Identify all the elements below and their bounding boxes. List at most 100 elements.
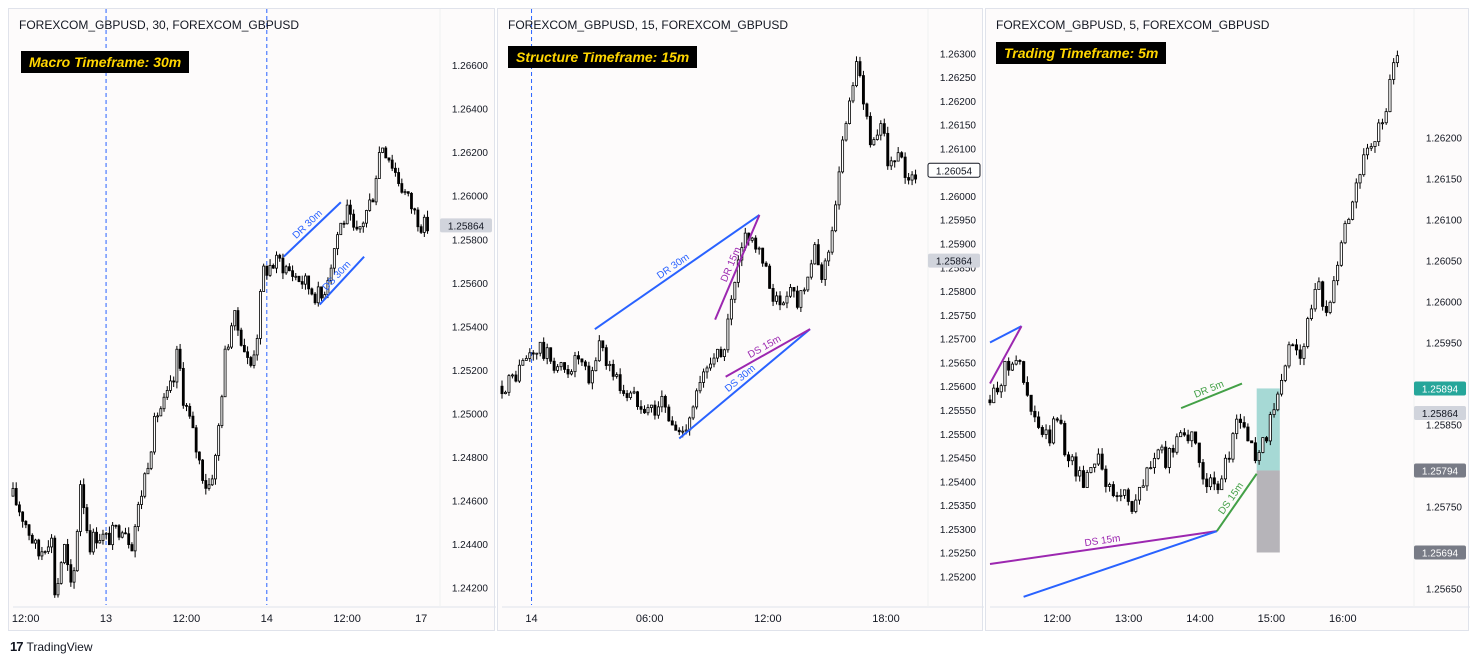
candle-body — [1287, 344, 1291, 367]
candle-body — [40, 551, 44, 557]
candle-body — [249, 357, 253, 366]
tradingview-brand[interactable]: 17 TradingView — [10, 639, 93, 654]
candle-body — [95, 531, 98, 544]
candle-body — [806, 276, 810, 291]
candle-body — [275, 254, 278, 269]
y-tick-label: 1.25850 — [940, 263, 977, 274]
candle-body — [1137, 486, 1142, 501]
candle-body — [397, 172, 401, 184]
candle-body — [117, 525, 121, 538]
candle-body — [1063, 423, 1067, 456]
candle-body — [336, 234, 339, 250]
candle-body — [91, 531, 95, 553]
candle-body — [1377, 122, 1381, 143]
candle-body — [265, 265, 269, 276]
candle-body — [1272, 409, 1276, 415]
candle-body — [837, 171, 841, 206]
candle-body — [310, 288, 314, 295]
candle-body — [191, 415, 195, 429]
candle-body — [1111, 484, 1115, 497]
candle-body — [188, 405, 192, 417]
candle-body — [879, 123, 883, 136]
candle-body — [390, 159, 394, 169]
candle-body — [556, 366, 560, 371]
y-tick-label: 1.26100 — [1426, 215, 1463, 226]
candle-body — [893, 160, 897, 163]
candle-body — [1294, 344, 1299, 351]
candle-body — [1276, 393, 1280, 411]
candle-body — [834, 204, 838, 232]
candle-body — [1257, 452, 1261, 461]
candle-body — [1216, 483, 1220, 491]
candle-body — [583, 361, 587, 367]
candle-body — [535, 352, 539, 355]
candle-body — [1175, 436, 1179, 453]
candle-body — [230, 325, 233, 348]
candle-body — [1321, 281, 1325, 307]
candle-body — [236, 310, 240, 331]
candle-body — [868, 115, 872, 146]
chart-panel-15m[interactable]: 1.26300 1.26250 1.26200 1.26150 1.26100 1.260… — [497, 8, 984, 632]
annotation-line-blue — [1023, 530, 1218, 598]
candle-body — [722, 349, 726, 357]
candle-body — [1235, 418, 1239, 435]
y-tick-label: 1.25400 — [452, 322, 489, 333]
chart-panel-5m[interactable]: 1.26200 1.26150 1.26100 1.26050 1.26000 1.259… — [985, 8, 1470, 632]
candle-body — [413, 208, 417, 211]
candle-body — [159, 408, 163, 417]
chart-panel-30m[interactable]: 1.26600 1.26400 1.26200 1.26000 1.25800 1.256… — [8, 8, 496, 632]
candle-body — [111, 524, 115, 546]
candle-body — [549, 347, 553, 362]
candle-body — [663, 395, 667, 408]
candle-body — [629, 392, 633, 398]
annotation-line-purple — [989, 530, 1217, 565]
candle-body — [239, 329, 243, 346]
candle-body — [1306, 318, 1310, 347]
candle-body — [233, 310, 237, 327]
candlestick-chart-15m[interactable]: 1.26300 1.26250 1.26200 1.26150 1.26100 1.260… — [498, 9, 984, 632]
y-tick-label: 1.25950 — [940, 216, 977, 227]
candle-body — [995, 387, 1000, 393]
candle-body — [156, 415, 160, 418]
candlestick-chart-5m[interactable]: 1.26200 1.26150 1.26100 1.26050 1.26000 1.259… — [986, 9, 1470, 632]
y-tick-label: 1.25650 — [940, 358, 977, 369]
y-tick-label: 1.25500 — [940, 430, 977, 441]
y-tick-label: 1.26300 — [940, 49, 977, 60]
candle-body — [1212, 477, 1216, 485]
candle-body — [146, 467, 150, 475]
price-label: 1.25864 — [936, 257, 973, 268]
candle-body — [1336, 264, 1340, 282]
price-label-box — [1414, 463, 1466, 478]
candle-body — [255, 338, 259, 356]
candle-body — [204, 480, 208, 489]
candle-body — [1040, 427, 1044, 435]
candle-body — [1223, 457, 1228, 480]
candle-body — [1104, 468, 1108, 487]
candle-body — [1044, 429, 1048, 435]
candle-body — [332, 248, 336, 269]
candle-body — [345, 204, 349, 225]
candle-body — [352, 213, 356, 228]
symbol-title: FOREXCOM_GBPUSD, 5, FOREXCOM_GBPUSD — [996, 18, 1270, 32]
candle-body — [1354, 182, 1358, 203]
x-tick-label: 16:00 — [1329, 613, 1357, 625]
candle-body — [1182, 432, 1186, 436]
y-tick-label: 1.25000 — [452, 409, 489, 420]
candle-body — [329, 267, 333, 281]
candle-body — [172, 380, 176, 383]
candle-body — [636, 391, 639, 407]
symbol-title: FOREXCOM_GBPUSD, 15, FOREXCOM_GBPUSD — [508, 18, 789, 32]
candle-body — [220, 396, 224, 427]
candle-body — [910, 174, 914, 181]
annotation-line-green — [1180, 382, 1243, 410]
candle-body — [1309, 308, 1313, 319]
candle-body — [559, 362, 563, 368]
candle-body — [1324, 306, 1328, 313]
candle-body — [799, 290, 803, 308]
candlestick-chart-30m[interactable]: 1.26600 1.26400 1.26200 1.26000 1.25800 1.256… — [9, 9, 496, 632]
annotation-label: DR 15m — [719, 246, 743, 284]
price-label-box — [928, 253, 980, 268]
y-tick-label: 1.25600 — [940, 382, 977, 393]
candle-body — [827, 251, 831, 262]
candle-body — [639, 406, 643, 410]
